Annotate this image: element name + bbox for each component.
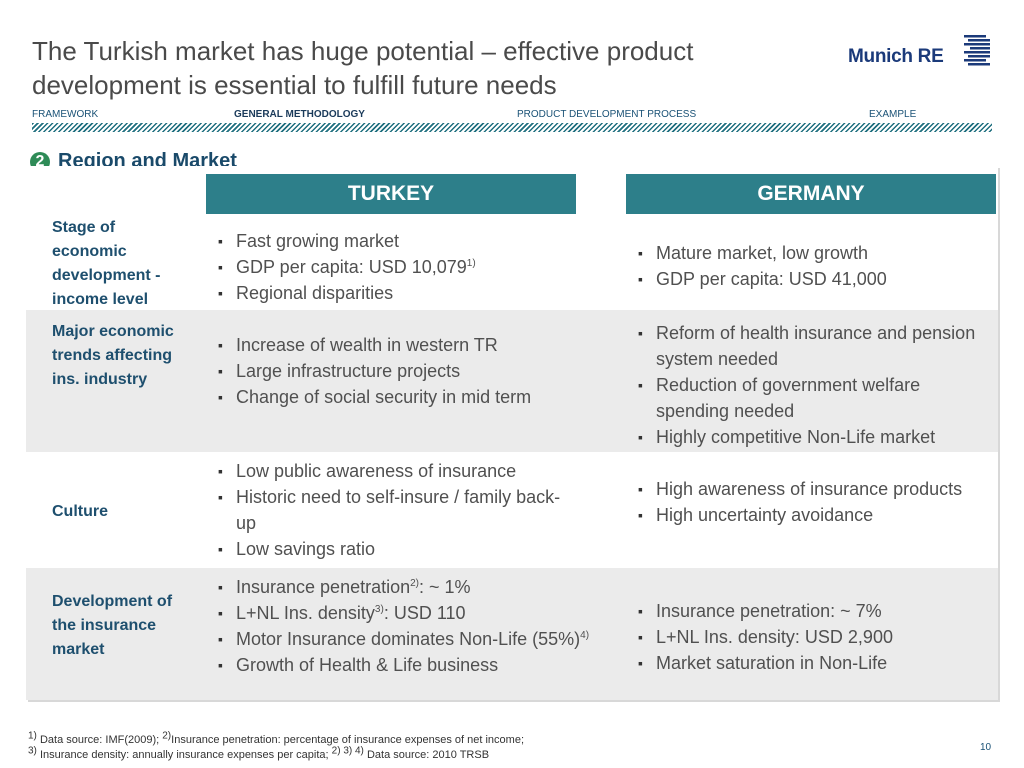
footnote-line-1: 1) Data source: IMF(2009); 2)Insurance p… (28, 730, 524, 746)
row-label: Stage of economic development - income l… (52, 219, 161, 308)
bullet-item: Mature market, low growth (636, 240, 996, 266)
bullet-item: Market saturation in Non-Life (636, 650, 996, 676)
bullet-item: Growth of Health & Life business (216, 652, 596, 678)
page-number: 10 (980, 742, 992, 753)
column-header-turkey: TURKEY (206, 174, 576, 214)
nav-item-framework[interactable]: FRAMEWORK (32, 109, 99, 120)
logo-text: Munich RE (848, 46, 944, 67)
bullet-item: Motor Insurance dominates Non-Life (55%)… (216, 626, 596, 652)
bullet-item: Regional disparities (216, 280, 576, 306)
bullet-item: Low savings ratio (216, 536, 576, 562)
bullet-item: High awareness of insurance products (636, 476, 966, 502)
bullet-item: Highly competitive Non-Life market (636, 424, 998, 450)
bullet-item: GDP per capita: USD 41,000 (636, 266, 996, 292)
germany-cell: High awareness of insurance products Hig… (636, 476, 966, 528)
table-row: Culture Low public awareness of insuranc… (26, 452, 998, 568)
munich-re-logo: Munich RE (848, 34, 998, 70)
breadcrumb-nav: FRAMEWORK GENERAL METHODOLOGY PRODUCT DE… (32, 109, 992, 123)
turkey-cell: Low public awareness of insurance Histor… (216, 458, 576, 562)
germany-cell: Insurance penetration: ~ 7% L+NL Ins. de… (636, 598, 996, 676)
nav-item-general-methodology[interactable]: GENERAL METHODOLOGY (234, 109, 365, 120)
row-label: Culture (52, 503, 108, 520)
nav-item-example[interactable]: EXAMPLE (869, 109, 917, 120)
column-header-germany: GERMANY (626, 174, 996, 214)
turkey-cell: Fast growing market GDP per capita: USD … (216, 228, 576, 306)
table-row: Major economic trends affecting ins. ind… (26, 310, 998, 452)
bullet-item: Insurance penetration2): ~ 1% (216, 574, 596, 600)
munich-re-logo-icon (964, 35, 990, 66)
bullet-item: Low public awareness of insurance (216, 458, 576, 484)
bullet-item: Large infrastructure projects (216, 358, 566, 384)
bullet-item: Increase of wealth in western TR (216, 332, 566, 358)
nav-item-product-development-process[interactable]: PRODUCT DEVELOPMENT PROCESS (517, 109, 697, 120)
footnote-line-2: 3) Insurance density: annually insurance… (28, 745, 490, 761)
page-title: The Turkish market has huge potential – … (32, 36, 694, 100)
bullet-item: Reduction of government welfare spending… (636, 372, 998, 424)
bullet-item: Insurance penetration: ~ 7% (636, 598, 996, 624)
bullet-item: High uncertainty avoidance (636, 502, 966, 528)
table-row: Development of the insurance market Insu… (26, 568, 998, 700)
germany-cell: Reform of health insurance and pension s… (636, 320, 998, 450)
turkey-cell: Increase of wealth in western TR Large i… (216, 332, 566, 410)
hatched-divider (32, 123, 992, 132)
bullet-item: L+NL Ins. density3): USD 110 (216, 600, 596, 626)
table-row: Stage of economic development - income l… (26, 166, 998, 310)
bullet-item: GDP per capita: USD 10,0791) (216, 254, 576, 280)
turkey-cell: Insurance penetration2): ~ 1% L+NL Ins. … (216, 574, 596, 678)
comparison-table: Stage of economic development - income l… (26, 166, 998, 700)
row-label: Development of the insurance market (52, 593, 173, 658)
row-label: Major economic trends affecting ins. ind… (52, 323, 174, 388)
bullet-item: Fast growing market (216, 228, 576, 254)
bullet-item: Historic need to self-insure / family ba… (216, 484, 576, 536)
bullet-item: Change of social security in mid term (216, 384, 566, 410)
bullet-item: L+NL Ins. density: USD 2,900 (636, 624, 996, 650)
bullet-item: Reform of health insurance and pension s… (636, 320, 998, 372)
germany-cell: Mature market, low growth GDP per capita… (636, 240, 996, 292)
